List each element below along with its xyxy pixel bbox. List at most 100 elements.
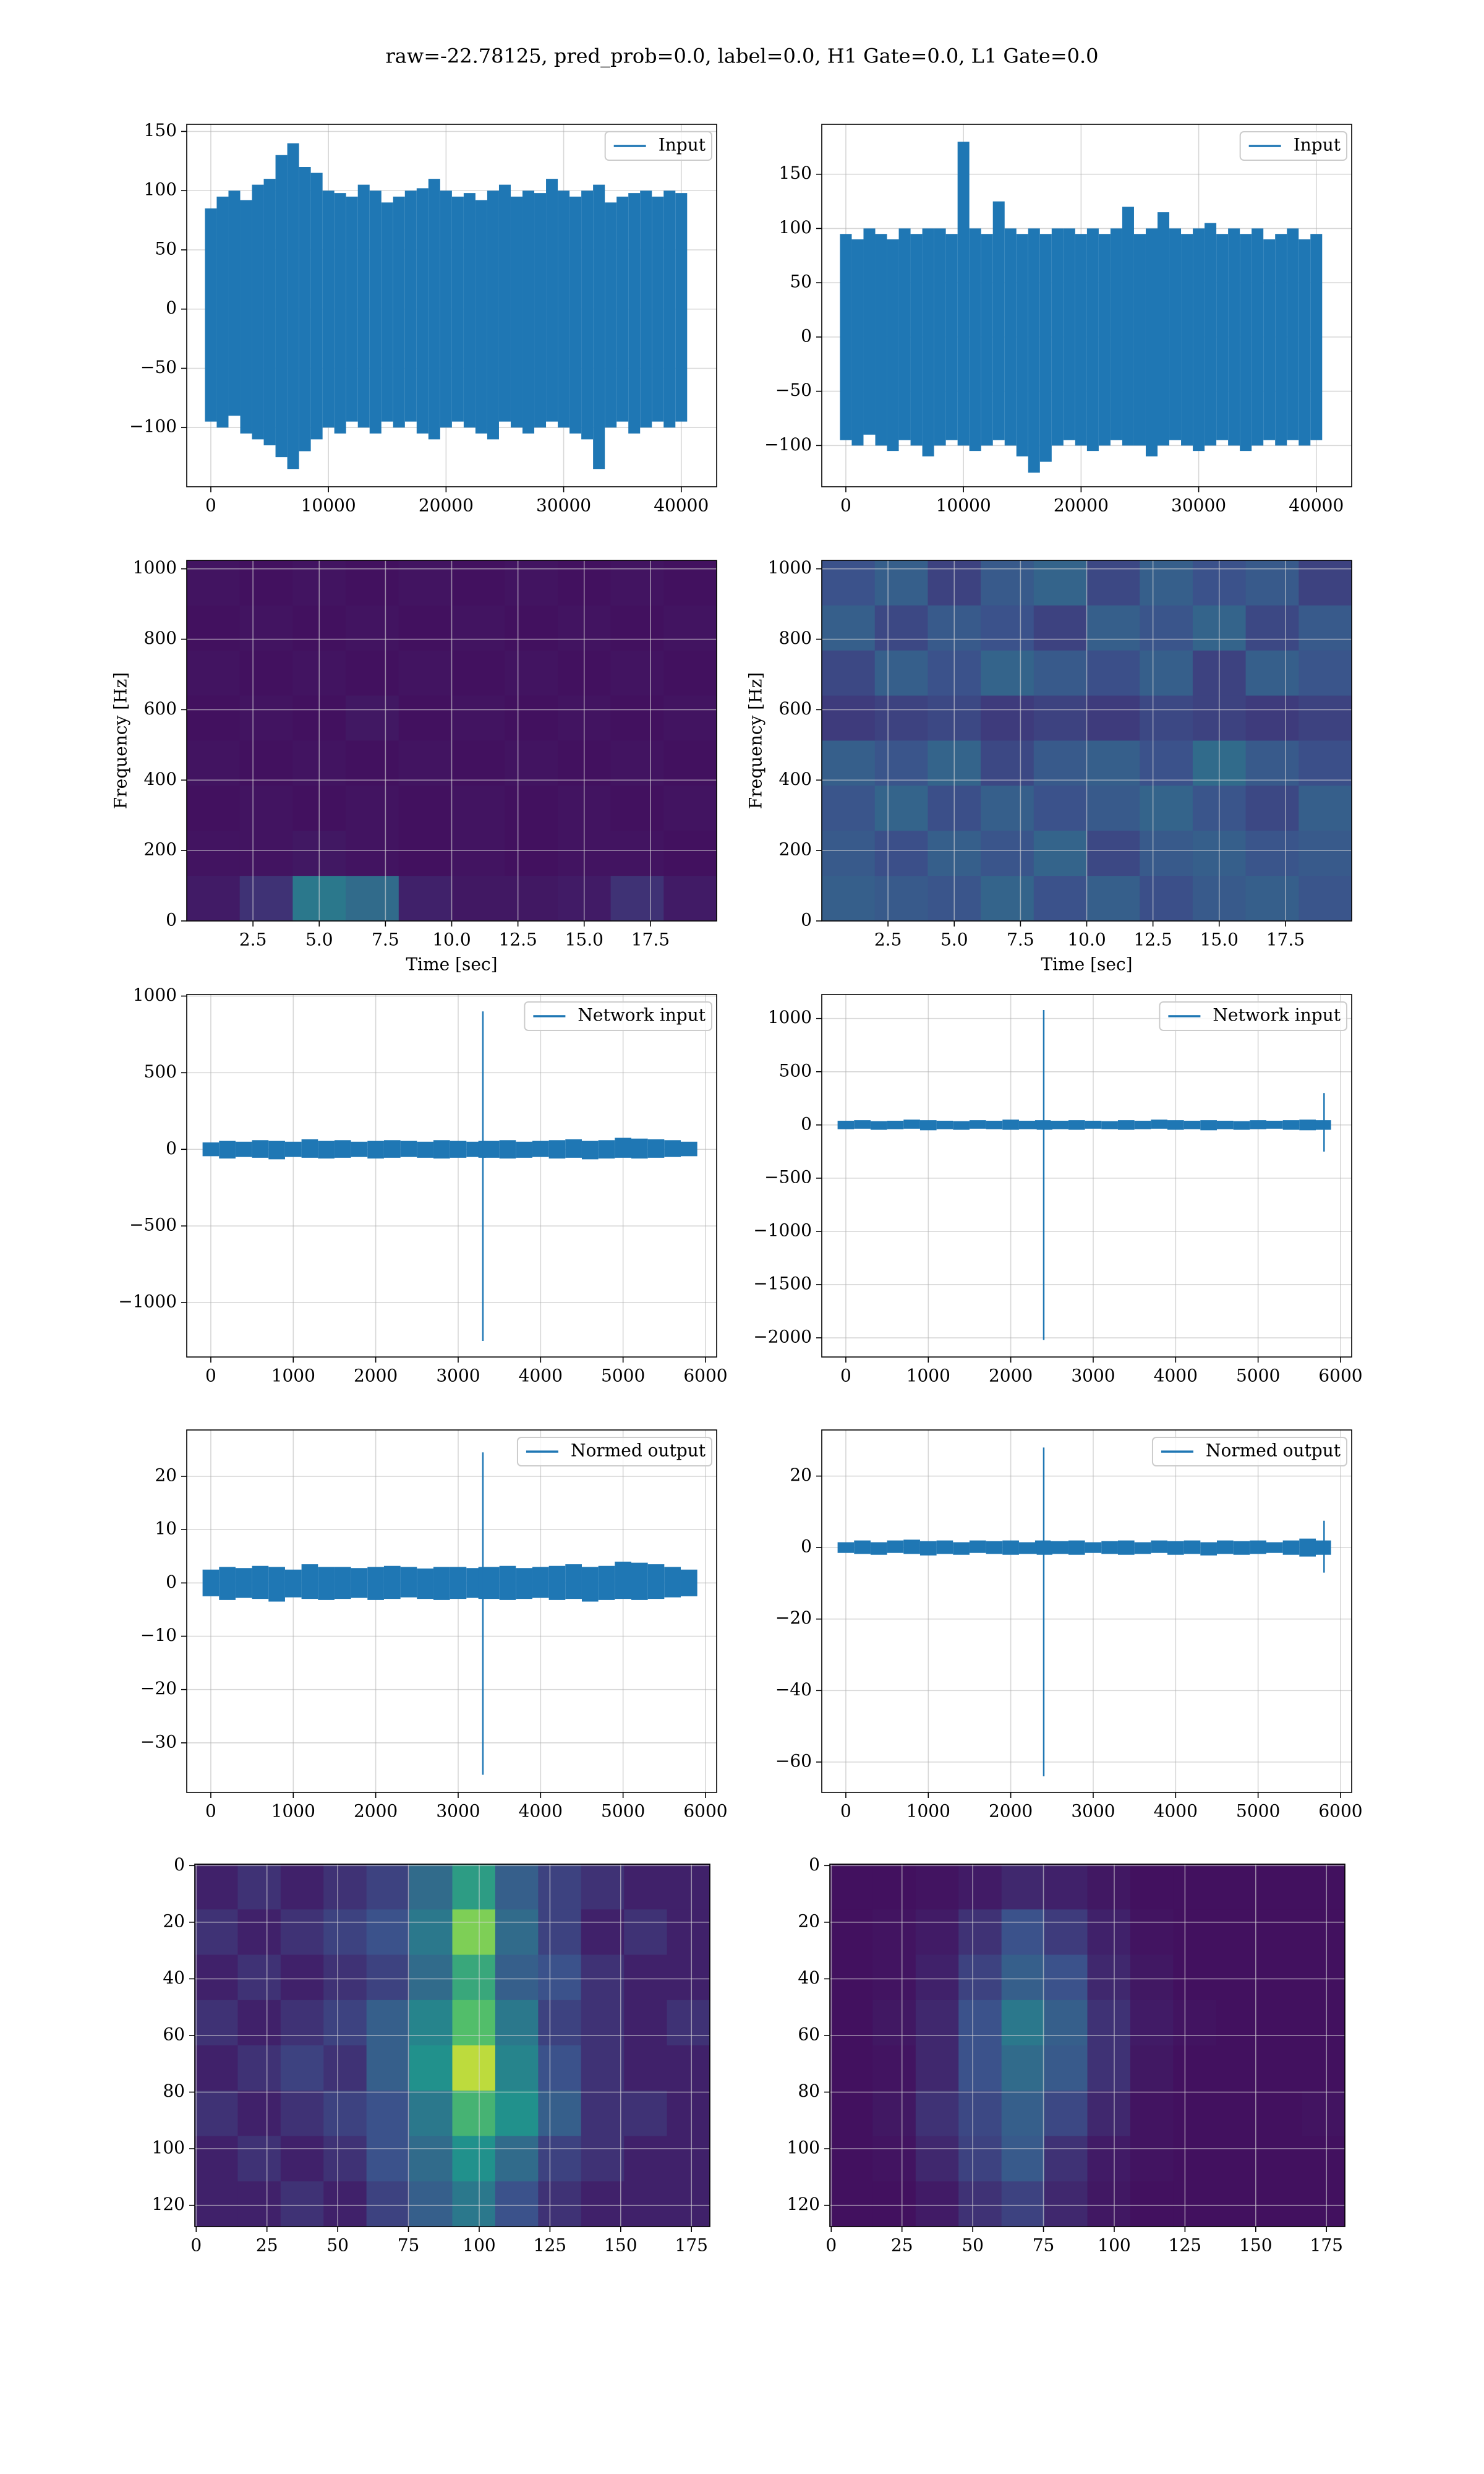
legend: Network input: [1159, 1001, 1347, 1031]
y-tick-label: 0: [809, 1854, 820, 1875]
y-tick-label: −50: [140, 357, 177, 377]
heatmap-cell: [1001, 2000, 1045, 2046]
heatmap-cell: [981, 650, 1034, 696]
x-tick-label: 30000: [536, 495, 591, 516]
x-tick-label: 4000: [519, 1366, 563, 1386]
heatmap-cell: [1140, 785, 1193, 831]
heatmap-cell: [505, 605, 558, 651]
x-tick-label: 125: [1169, 2235, 1201, 2256]
x-tick-label: 175: [675, 2235, 708, 2256]
heatmap-cell: [1033, 785, 1088, 831]
heatmap-cell: [1130, 1864, 1174, 1910]
heatmap-cell: [195, 2045, 239, 2091]
heatmap-cell: [495, 1954, 539, 2001]
heatmap-cell: [195, 1909, 239, 1956]
y-tick-label: −60: [775, 1750, 812, 1771]
heatmap-cell: [366, 2045, 410, 2091]
heatmap-cell: [872, 2045, 916, 2091]
x-tick-label: 3000: [436, 1801, 480, 1821]
heatmap-cell: [398, 876, 453, 922]
heatmap-cell: [1086, 650, 1140, 696]
heatmap-cell: [505, 740, 558, 786]
heatmap-cell: [1130, 2136, 1174, 2182]
heatmap-cell: [1298, 876, 1352, 922]
heatmap-cell: [874, 876, 928, 922]
x-tick-label: 25: [891, 2235, 913, 2256]
x-tick-label: 6000: [683, 1801, 727, 1821]
heatmap-cell: [1044, 2000, 1088, 2046]
heatmap-cell: [581, 1864, 625, 1910]
heatmap-cell: [538, 2091, 582, 2137]
y-tick-label: 100: [787, 2138, 820, 2158]
heatmap-cell: [872, 2091, 916, 2137]
x-tick-label: 5.0: [940, 930, 968, 950]
x-tick-label: 100: [463, 2235, 495, 2256]
heatmap-cell: [610, 831, 664, 876]
y-tick-label: 80: [163, 2081, 185, 2101]
x-tick-label: 17.5: [1266, 930, 1305, 950]
heatmap-cell: [958, 2091, 1002, 2137]
heatmap-cell: [1033, 876, 1088, 922]
heatmap-cell: [581, 2091, 625, 2137]
x-tick-label: 12.5: [498, 930, 537, 950]
heatmap-cell: [1245, 650, 1299, 696]
y-tick-label: 0: [801, 325, 812, 346]
subplot: 0 1000 2000 3000 4000 5000 6000 −30 −20 −10 0 10 20 N…: [140, 1429, 728, 1821]
heatmap-cell: [452, 1909, 496, 1956]
y-tick-label: 150: [144, 120, 177, 140]
y-tick-label: 200: [779, 839, 812, 860]
heatmap-cell: [667, 2091, 710, 2137]
y-tick-label: 0: [166, 1572, 177, 1592]
heatmap-cell: [610, 876, 664, 922]
heatmap-cell: [495, 1864, 539, 1910]
heatmap-cell: [239, 831, 293, 876]
heatmap-cell: [874, 650, 928, 696]
y-tick-label: 50: [790, 272, 812, 292]
x-tick-label: 150: [604, 2235, 637, 2256]
heatmap-cell: [1130, 2091, 1174, 2137]
heatmap-cell: [1044, 2091, 1088, 2137]
heatmap-cell: [663, 650, 717, 696]
heatmap-cell: [346, 831, 399, 876]
heatmap-cell: [1216, 2136, 1260, 2182]
heatmap-cell: [1259, 2136, 1303, 2182]
heatmap-cell: [958, 2136, 1002, 2182]
heatmap-cell: [409, 2091, 453, 2137]
heatmap-cell: [663, 876, 717, 922]
x-tick-label: 3000: [436, 1366, 480, 1386]
x-tick-label: 20000: [1054, 495, 1109, 516]
heatmap-cell: [495, 2181, 539, 2227]
axes-frame: [186, 124, 717, 487]
x-tick-label: 6000: [1318, 1366, 1362, 1386]
heatmap-cell: [1033, 650, 1088, 696]
heatmap-cell: [1130, 2045, 1174, 2091]
x-tick-label: 40000: [1289, 495, 1344, 516]
heatmap-cell: [323, 2000, 367, 2046]
heatmap-cell: [538, 1954, 582, 2001]
axes-frame: [821, 1429, 1352, 1793]
heatmap-cell: [366, 1864, 410, 1910]
heatmap-cell: [1001, 1864, 1045, 1910]
heatmap-cell: [505, 695, 558, 742]
heatmap-cell: [366, 2000, 410, 2046]
heatmap-cell: [237, 2181, 281, 2227]
heatmap-cell: [915, 2091, 959, 2137]
heatmap-cell: [239, 740, 293, 786]
heatmap-cell: [323, 2181, 367, 2227]
heatmap-cell: [195, 2091, 239, 2137]
heatmap-cell: [409, 1954, 453, 2001]
y-tick-label: 600: [779, 698, 812, 719]
x-tick-label: 4000: [1154, 1366, 1198, 1386]
heatmap-cell: [822, 560, 876, 606]
heatmap-cell: [195, 1864, 239, 1910]
heatmap-cell: [1302, 1864, 1345, 1910]
heatmap-cell: [958, 2045, 1002, 2091]
heatmap-cell: [409, 2181, 453, 2227]
x-tick-label: 2000: [989, 1366, 1033, 1386]
plot-area: [205, 143, 688, 469]
heatmap-cell: [830, 1864, 874, 1910]
heatmap-cell: [1044, 1954, 1088, 2001]
x-tick-label: 175: [1310, 2235, 1343, 2256]
y-tick-label: 800: [779, 628, 812, 648]
heatmap-cell: [1044, 2136, 1088, 2182]
